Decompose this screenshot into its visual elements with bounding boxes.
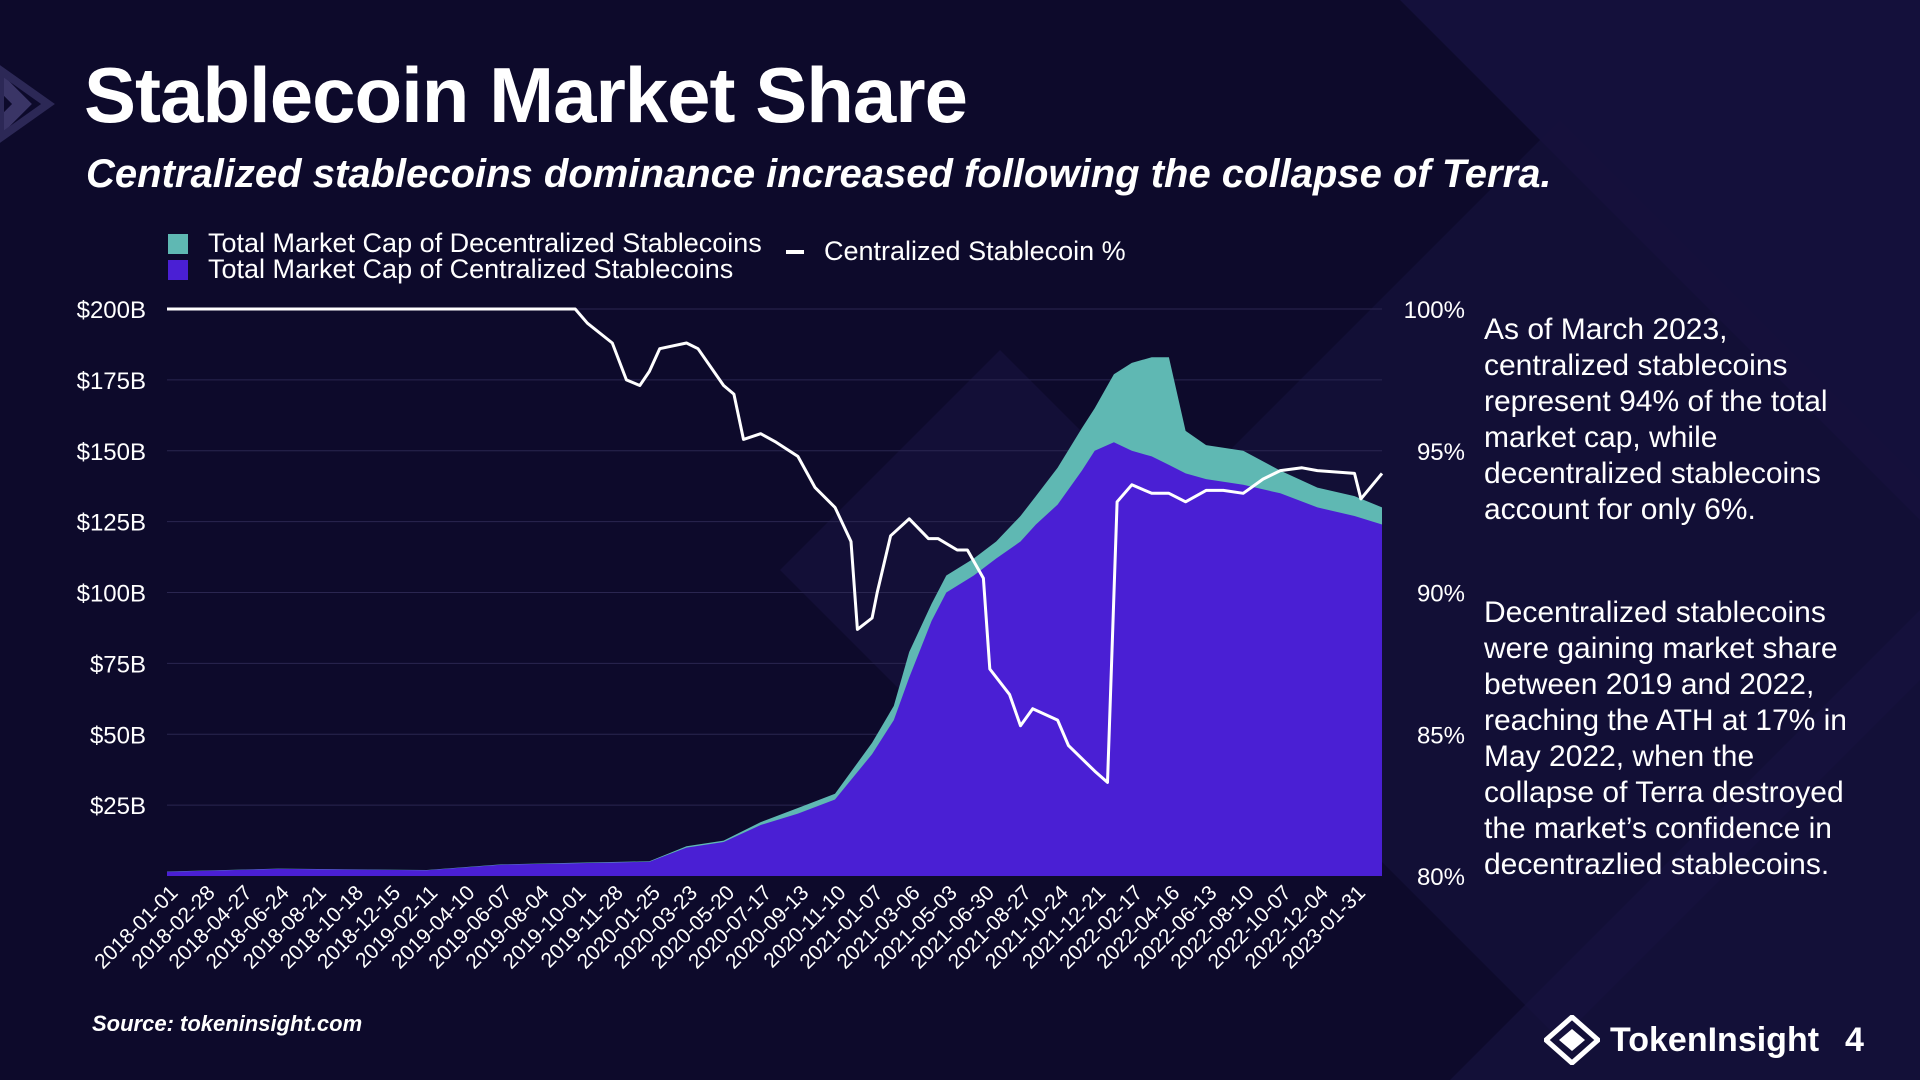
page-number: 4 (1845, 1020, 1864, 1059)
right-tick-label-4: 100% (1404, 297, 1465, 324)
right-axis: 80% 85% 90% 95% 100% (1404, 297, 1465, 891)
right-tick-label-2: 90% (1417, 581, 1465, 608)
right-tick-label-1: 85% (1417, 722, 1465, 749)
area-centralized (167, 442, 1382, 876)
page-title: Stablecoin Market Share (84, 51, 968, 139)
line-centralized-pct (167, 307, 1384, 784)
page-subtitle: Centralized stablecoins dominance increa… (86, 152, 1552, 196)
legend-label-decentralized: Total Market Cap of Decentralized Stable… (208, 228, 762, 258)
right-tick-label-3: 95% (1417, 439, 1465, 466)
left-tick-label-2: $75B (90, 651, 146, 678)
legend-pct: Centralized Stablecoin % (786, 238, 1126, 265)
insight-paragraph-1: As of March 2023, centralized stablecoin… (1484, 313, 1828, 526)
left-tick-label-6: $175B (77, 368, 146, 395)
legend-line-pct (786, 249, 804, 254)
legend-label-centralized: Total Market Cap of Centralized Stableco… (208, 254, 734, 284)
insight-paragraph-2: Decentralized stablecoins were gaining m… (1484, 596, 1847, 881)
legend-decentralized: Total Market Cap of Decentralized Stable… (168, 230, 762, 257)
left-axis: $25B $50B $75B $100B $125B $150B $175B $200B (77, 297, 146, 820)
brand: TokenInsight 4 (1544, 1015, 1864, 1065)
x-axis: 2018-01-012018-02-282018-04-272018-06-24… (90, 881, 1370, 974)
left-tick-label-4: $125B (77, 510, 146, 537)
right-tick-label-0: 80% (1417, 864, 1465, 891)
left-tick-label-0: $25B (90, 793, 146, 820)
left-tick-label-7: $200B (77, 297, 146, 324)
legend-label-pct: Centralized Stablecoin % (824, 236, 1126, 266)
legend-swatch-decentralized (168, 233, 188, 254)
line-layer (167, 307, 1384, 784)
left-tick-label-3: $100B (77, 581, 146, 608)
legend-swatch-centralized (168, 259, 188, 280)
source-note: Source: tokeninsight.com (92, 1011, 363, 1036)
tokeninsight-logo-icon (1544, 1015, 1600, 1065)
area-layer (167, 357, 1382, 876)
brand-name: TokenInsight (1610, 1020, 1820, 1059)
legend-centralized: Total Market Cap of Centralized Stableco… (168, 256, 733, 283)
left-tick-label-5: $150B (77, 439, 146, 466)
left-tick-label-1: $50B (90, 722, 146, 749)
